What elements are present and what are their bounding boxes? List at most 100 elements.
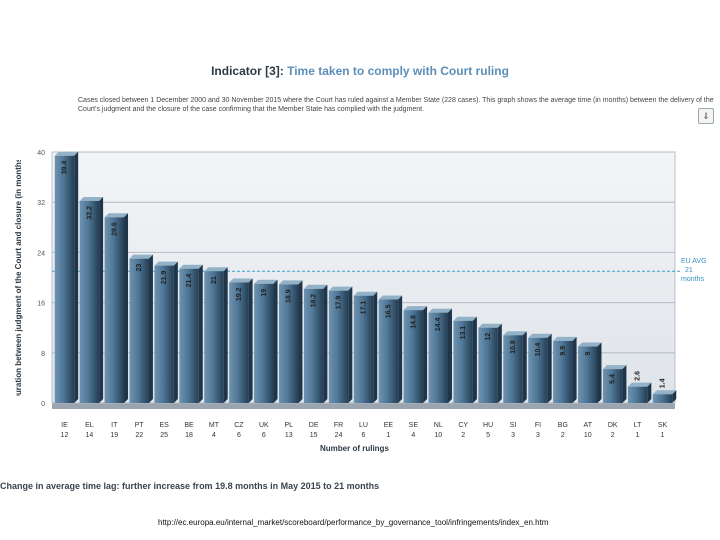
bar-side bbox=[74, 151, 79, 403]
bar-cap bbox=[204, 267, 228, 272]
bar-side bbox=[398, 295, 403, 403]
bar-chart: 081624324039.4IE1232.2EL1429.6IT1923PT22… bbox=[37, 150, 681, 439]
bar-cap bbox=[602, 365, 627, 370]
y-tick-label: 32 bbox=[37, 200, 45, 207]
bar-cap bbox=[478, 323, 502, 328]
x-tick-label: FR bbox=[334, 422, 343, 429]
y-axis-label-text: Duration between judgment of the Court a… bbox=[14, 160, 23, 396]
bar-side bbox=[173, 261, 178, 403]
bar-value-label: 10.8 bbox=[510, 340, 517, 354]
source-link[interactable]: http://ec.europa.eu/internal_market/scor… bbox=[158, 518, 549, 527]
bar-cap bbox=[528, 333, 552, 338]
x-tick-label: LU bbox=[359, 422, 368, 429]
bar-value-label: 12 bbox=[485, 333, 492, 341]
eu-average-unit: months bbox=[681, 276, 704, 283]
bar-value-label: 23 bbox=[136, 264, 143, 272]
x-tick-label: BG bbox=[558, 422, 568, 429]
bar bbox=[627, 386, 648, 403]
bar-side bbox=[547, 333, 552, 403]
bar-side bbox=[198, 264, 203, 403]
bar-value-label: 39.4 bbox=[61, 161, 68, 175]
x-tick-label: PL bbox=[284, 422, 293, 429]
ruling-count-label: 3 bbox=[536, 432, 540, 439]
ruling-count-label: 15 bbox=[310, 432, 318, 439]
ruling-count-label: 14 bbox=[85, 432, 93, 439]
bar bbox=[453, 320, 473, 403]
bar-value-label: 18.2 bbox=[311, 294, 318, 308]
x-tick-label: NL bbox=[434, 422, 443, 429]
bar bbox=[403, 310, 424, 403]
ruling-count-label: 4 bbox=[212, 432, 216, 439]
ruling-count-label: 10 bbox=[434, 432, 442, 439]
bar-cap bbox=[353, 291, 378, 296]
x-tick-label: AT bbox=[584, 422, 593, 429]
bar bbox=[553, 340, 573, 403]
bar bbox=[353, 295, 374, 403]
bar-cap bbox=[154, 261, 178, 266]
bar-value-label: 32.2 bbox=[86, 206, 93, 220]
bar-value-label: 21 bbox=[211, 276, 218, 284]
bar bbox=[652, 394, 673, 403]
ruling-count-label: 10 bbox=[584, 432, 592, 439]
bar bbox=[254, 283, 274, 403]
y-tick-label: 8 bbox=[41, 351, 45, 358]
bar-side bbox=[298, 280, 303, 403]
bar bbox=[602, 369, 623, 403]
ruling-count-label: 22 bbox=[135, 432, 143, 439]
ruling-count-label: 4 bbox=[411, 432, 415, 439]
bar-value-label: 9 bbox=[585, 351, 592, 355]
ruling-count-label: 6 bbox=[237, 432, 241, 439]
x-tick-label: FI bbox=[535, 422, 541, 429]
bar-side bbox=[323, 284, 328, 403]
download-icon[interactable]: ⇓ bbox=[698, 108, 714, 124]
bar-value-label: 19.2 bbox=[236, 287, 243, 301]
x-tick-label: IE bbox=[61, 422, 68, 429]
ruling-count-label: 1 bbox=[636, 432, 640, 439]
bar-value-label: 19 bbox=[261, 289, 268, 297]
bar-cap bbox=[652, 390, 677, 395]
bar-value-label: 21.4 bbox=[186, 274, 193, 288]
bar-side bbox=[373, 291, 378, 403]
bar-cap bbox=[303, 284, 328, 289]
bar-cap bbox=[229, 278, 253, 283]
bar-side bbox=[148, 254, 153, 403]
ruling-count-label: 1 bbox=[661, 432, 665, 439]
y-tick-label: 16 bbox=[37, 301, 45, 308]
plot-floor bbox=[52, 403, 675, 409]
bar bbox=[79, 200, 100, 403]
bar-value-label: 13.1 bbox=[460, 326, 467, 340]
bar-value-label: 29.6 bbox=[111, 222, 118, 236]
bar-value-label: 16.5 bbox=[385, 304, 392, 318]
bar-side bbox=[522, 331, 527, 403]
bar-side bbox=[273, 279, 278, 403]
bar-cap bbox=[378, 295, 403, 300]
bar-value-label: 14.4 bbox=[435, 318, 442, 332]
ruling-count-label: 13 bbox=[285, 432, 293, 439]
bar bbox=[428, 312, 448, 403]
ruling-count-label: 2 bbox=[461, 432, 465, 439]
bar bbox=[478, 327, 498, 403]
x-tick-label: MT bbox=[209, 422, 220, 429]
bar-side bbox=[672, 390, 677, 403]
bar-cap bbox=[129, 254, 153, 259]
x-tick-label: PT bbox=[135, 422, 145, 429]
bar-value-label: 5.4 bbox=[610, 374, 617, 384]
ruling-count-label: 24 bbox=[335, 432, 343, 439]
bar bbox=[179, 268, 199, 403]
bar-side bbox=[423, 306, 428, 403]
x-tick-label: SE bbox=[409, 422, 419, 429]
eu-average-title: EU AVG bbox=[681, 258, 707, 265]
y-tick-label: 40 bbox=[37, 150, 45, 157]
bar-side bbox=[447, 308, 452, 403]
bar bbox=[204, 271, 224, 403]
x-tick-label: DE bbox=[309, 422, 319, 429]
bar-cap bbox=[104, 213, 129, 218]
x-tick-label: BE bbox=[184, 422, 194, 429]
bar-side bbox=[597, 342, 602, 403]
bar bbox=[104, 217, 125, 403]
bar-cap bbox=[254, 279, 278, 284]
bar-value-label: 10.4 bbox=[535, 343, 542, 357]
y-axis-label: Duration between judgment of the Court a… bbox=[14, 160, 23, 396]
bar-value-label: 17.1 bbox=[361, 301, 368, 315]
chart-description: Cases closed between 1 December 2000 and… bbox=[78, 97, 714, 113]
